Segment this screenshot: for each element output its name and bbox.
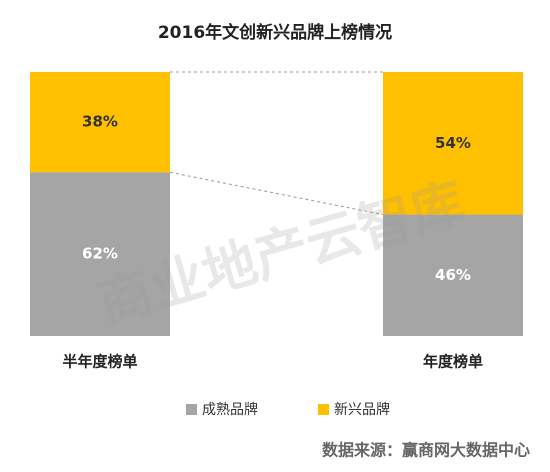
data-label: 46% [435,266,471,284]
legend-label: 新兴品牌 [334,401,390,418]
legend-label: 成熟品牌 [202,401,258,418]
x-tick-label: 半年度榜单 [62,353,137,371]
legend-swatch [318,404,329,415]
bar-segment [30,72,170,173]
data-label: 54% [435,134,471,152]
data-label: 38% [82,113,118,131]
legend-swatch [186,404,197,415]
bar-segment [383,72,523,215]
source: 数据来源：赢商网大数据中心 [322,441,530,460]
x-tick-label: 年度榜单 [423,353,483,371]
bar-segment [383,214,523,336]
data-label: 62% [82,245,118,263]
bar-segment [30,172,170,336]
connector-line [169,171,384,216]
chart-title: 2016年文创新兴品牌上榜情况 [158,22,392,43]
